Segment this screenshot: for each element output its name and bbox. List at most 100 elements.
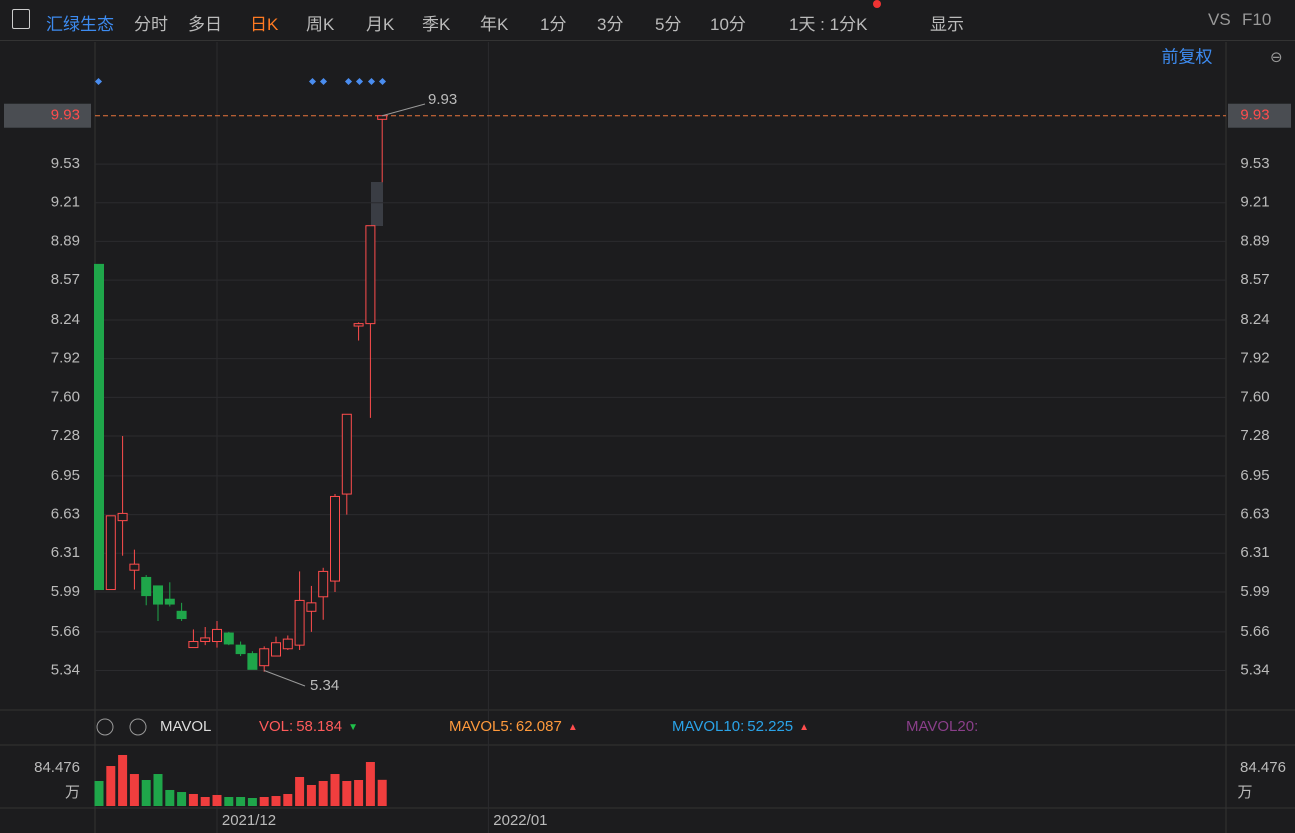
tab[interactable]: 3分: [597, 15, 624, 34]
tab[interactable]: 多日: [188, 15, 222, 34]
y-tick-label: 7.28: [1240, 427, 1269, 444]
legend-name: MAVOL5:: [449, 718, 513, 735]
tab[interactable]: 分时: [134, 15, 168, 34]
legend-name: VOL:: [259, 718, 293, 735]
volume-bar: [94, 780, 104, 806]
arrow: ▼: [348, 722, 358, 733]
arrow: ▲: [568, 722, 578, 733]
selection: [371, 182, 383, 226]
period[interactable]: 1天 : 1分K: [789, 15, 868, 34]
v-unit: 万: [1237, 784, 1252, 801]
y-tick-label: 6.63: [1240, 506, 1269, 523]
y-tick-label: 6.63: [51, 506, 80, 523]
y-tick-label: 8.24: [51, 311, 80, 328]
tab[interactable]: 5分: [655, 15, 682, 34]
volume-bar: [247, 797, 257, 806]
y-tick-label: 5.34: [51, 661, 80, 678]
x-tick-label: 2022/01: [493, 812, 547, 829]
event-markers: [94, 77, 387, 86]
candle-body: [330, 495, 340, 582]
tab[interactable]: 1分: [540, 15, 567, 34]
icon[interactable]: [12, 9, 30, 29]
tab[interactable]: 10分: [710, 15, 746, 34]
candle-body: [365, 225, 376, 325]
volume-bar: [377, 779, 387, 806]
tab[interactable]: 年K: [480, 15, 509, 34]
y-tick-label: 8.89: [51, 232, 80, 249]
v-tick-label: 84.476: [1240, 759, 1286, 776]
tab[interactable]: 月K: [366, 15, 395, 34]
volume-bar: [330, 774, 340, 806]
candle-body: [341, 413, 352, 495]
volume-bar: [236, 797, 246, 806]
candle-body: [164, 598, 175, 605]
legend-name: VOL: 58.184 ▼: [259, 718, 358, 735]
candle-body: [117, 512, 128, 522]
y-tick-label: 6.95: [51, 467, 80, 484]
toolbar: 汇绿生态 分时 多日 日K 周K 月K 季K 年K 1分 3分 5分 10分 1天 : 1分K 显示…: [0, 0, 1295, 41]
candle-body: [377, 115, 388, 120]
tab[interactable]: 季K: [422, 15, 451, 34]
y-tick-label: 9.21: [51, 194, 80, 211]
settings-icon[interactable]: [96, 718, 114, 736]
legend-name: MAVOL20:: [906, 718, 978, 735]
candle-body: [235, 644, 246, 655]
legend-value: 58.184: [296, 718, 342, 735]
y-tick-label: 6.95: [1240, 467, 1269, 484]
close-icon[interactable]: [129, 718, 147, 736]
candle-body: [105, 515, 116, 591]
f10[interactable]: F10: [1242, 10, 1272, 29]
volume-bar: [318, 780, 328, 806]
legend-name: MAVOL5: 62.087 ▲: [449, 718, 578, 735]
icon[interactable]: ⊖: [1270, 49, 1283, 66]
y-tick-label: 7.60: [1240, 388, 1269, 405]
y-tick-label: 8.24: [1240, 311, 1269, 328]
candle-body: [212, 628, 222, 643]
legend-name: MAVOL10: 52.225 ▲: [672, 718, 809, 735]
candle-body: [141, 576, 152, 597]
legend-name: MAVOL10:: [672, 718, 744, 735]
volume-bar: [342, 780, 352, 806]
y-tick-label: 7.60: [51, 388, 80, 405]
y-tick-label: 9.53: [1240, 155, 1269, 172]
y-tick-label: 6.31: [51, 544, 80, 561]
y-tick-label: 8.57: [1240, 271, 1269, 288]
stock-name[interactable]: 汇绿生态: [46, 15, 114, 34]
legend-value: 62.087: [516, 718, 562, 735]
legend-name: MAVOL20:: [906, 718, 978, 735]
price-label: 9.93: [1240, 107, 1269, 124]
candle-body: [200, 637, 211, 643]
display[interactable]: 显示: [930, 15, 964, 34]
vs[interactable]: VS: [1208, 10, 1231, 29]
candle-body: [223, 632, 234, 645]
arrow: ▲: [799, 722, 809, 733]
legend-value: 52.225: [747, 718, 793, 735]
candle-body: [188, 641, 199, 649]
volume-bar: [200, 797, 210, 806]
y-tick-label: 8.89: [1240, 232, 1269, 249]
y-tick-label: 9.21: [1240, 194, 1269, 211]
adjust[interactable]: 前复权: [1162, 47, 1213, 66]
volume-bar: [153, 774, 163, 806]
volume-bar: [188, 793, 198, 806]
y-tick-label: 5.66: [1240, 623, 1269, 640]
y-tick-label: 8.57: [51, 271, 80, 288]
v-tick-label: 84.476: [34, 759, 80, 776]
volume-bar: [283, 793, 293, 806]
price-badge: [4, 103, 91, 128]
tab[interactable]: 日K: [250, 15, 279, 34]
candle-body: [153, 585, 163, 605]
price-label: 9.93: [51, 107, 80, 124]
x-tick-label: 2021/12: [222, 812, 276, 829]
indicator-name[interactable]: MAVOL: [160, 718, 211, 735]
y-tick-label: 5.66: [51, 623, 80, 640]
volume-bar: [224, 797, 234, 806]
candle-body: [318, 570, 329, 598]
volume-bar: [118, 754, 128, 806]
price-badge: [1228, 103, 1291, 128]
y-tick-label: 5.99: [1240, 583, 1269, 600]
candle-body: [271, 642, 281, 657]
candle-body: [294, 599, 305, 646]
tab[interactable]: 周K: [306, 15, 335, 34]
volume-bar: [271, 796, 281, 806]
